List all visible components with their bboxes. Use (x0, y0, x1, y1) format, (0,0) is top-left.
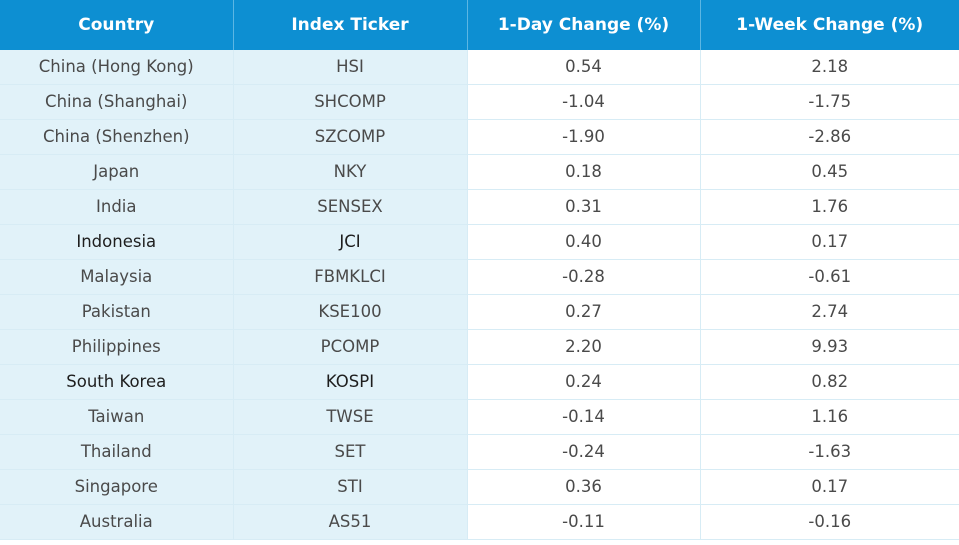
country-cell: China (Shanghai) (0, 84, 234, 120)
ticker-cell: JCI (233, 224, 468, 260)
table-row: Taiwan TWSE -0.14 1.16 (0, 399, 959, 435)
ticker-cell: SET (233, 434, 468, 470)
1day-change-cell: 2.20 (467, 329, 701, 365)
ticker-cell: STI (233, 469, 468, 505)
ticker-cell: FBMKLCI (233, 259, 468, 295)
country-cell: India (0, 189, 234, 225)
1day-change-cell: -1.04 (467, 84, 701, 120)
1week-change-cell: -0.61 (700, 259, 959, 295)
table-row: Indonesia JCI 0.40 0.17 (0, 224, 959, 260)
1week-change-cell: -1.75 (700, 84, 959, 120)
table-row: Thailand SET -0.24 -1.63 (0, 434, 959, 470)
table-row: India SENSEX 0.31 1.76 (0, 189, 959, 225)
1week-change-cell: 2.74 (700, 294, 959, 330)
table-row: Philippines PCOMP 2.20 9.93 (0, 329, 959, 365)
table-row: South Korea KOSPI 0.24 0.82 (0, 364, 959, 400)
1week-change-cell: -0.16 (700, 504, 959, 540)
country-cell: Singapore (0, 469, 234, 505)
table-row: Australia AS51 -0.11 -0.16 (0, 504, 959, 540)
1day-change-cell: 0.18 (467, 154, 701, 190)
1week-change-cell: -1.63 (700, 434, 959, 470)
table-row: China (Shanghai) SHCOMP -1.04 -1.75 (0, 84, 959, 120)
1week-change-cell: 0.17 (700, 469, 959, 505)
1week-change-cell: -2.86 (700, 119, 959, 155)
country-cell: Taiwan (0, 399, 234, 435)
1day-change-cell: 0.27 (467, 294, 701, 330)
ticker-cell: SENSEX (233, 189, 468, 225)
header-country: Country (0, 0, 234, 50)
1week-change-cell: 0.17 (700, 224, 959, 260)
1day-change-cell: 0.40 (467, 224, 701, 260)
country-cell: China (Shenzhen) (0, 119, 234, 155)
ticker-cell: PCOMP (233, 329, 468, 365)
ticker-cell: AS51 (233, 504, 468, 540)
country-cell: Australia (0, 504, 234, 540)
table-row: China (Shenzhen) SZCOMP -1.90 -2.86 (0, 119, 959, 155)
header-1day-change: 1-Day Change (%) (467, 0, 701, 50)
country-cell: China (Hong Kong) (0, 50, 234, 85)
table-row: Malaysia FBMKLCI -0.28 -0.61 (0, 259, 959, 295)
1day-change-cell: -0.11 (467, 504, 701, 540)
country-cell: Malaysia (0, 259, 234, 295)
1week-change-cell: 0.45 (700, 154, 959, 190)
ticker-cell: NKY (233, 154, 468, 190)
country-cell: Philippines (0, 329, 234, 365)
1day-change-cell: 0.31 (467, 189, 701, 225)
header-1week-change: 1-Week Change (%) (700, 0, 959, 50)
table-row: Pakistan KSE100 0.27 2.74 (0, 294, 959, 330)
table-body: China (Hong Kong) HSI 0.54 2.18 China (Shang… (0, 50, 959, 540)
1day-change-cell: 0.36 (467, 469, 701, 505)
table-row: Japan NKY 0.18 0.45 (0, 154, 959, 190)
header-ticker: Index Ticker (233, 0, 468, 50)
country-cell: South Korea (0, 364, 234, 400)
country-cell: Indonesia (0, 224, 234, 260)
ticker-cell: KSE100 (233, 294, 468, 330)
1week-change-cell: 0.82 (700, 364, 959, 400)
country-cell: Japan (0, 154, 234, 190)
ticker-cell: TWSE (233, 399, 468, 435)
country-cell: Thailand (0, 434, 234, 470)
table-row: Singapore STI 0.36 0.17 (0, 469, 959, 505)
1day-change-cell: 0.54 (467, 50, 701, 85)
ticker-cell: KOSPI (233, 364, 468, 400)
1week-change-cell: 1.16 (700, 399, 959, 435)
ticker-cell: SHCOMP (233, 84, 468, 120)
1day-change-cell: -1.90 (467, 119, 701, 155)
table-header: Country Index Ticker 1-Day Change (%) 1-… (0, 0, 959, 50)
1day-change-cell: -0.14 (467, 399, 701, 435)
country-cell: Pakistan (0, 294, 234, 330)
ticker-cell: HSI (233, 50, 468, 85)
table-row: China (Hong Kong) HSI 0.54 2.18 (0, 50, 959, 85)
1week-change-cell: 1.76 (700, 189, 959, 225)
ticker-cell: SZCOMP (233, 119, 468, 155)
1day-change-cell: -0.24 (467, 434, 701, 470)
1week-change-cell: 9.93 (700, 329, 959, 365)
1day-change-cell: -0.28 (467, 259, 701, 295)
1day-change-cell: 0.24 (467, 364, 701, 400)
header-row: Country Index Ticker 1-Day Change (%) 1-… (0, 0, 959, 50)
1week-change-cell: 2.18 (700, 50, 959, 85)
